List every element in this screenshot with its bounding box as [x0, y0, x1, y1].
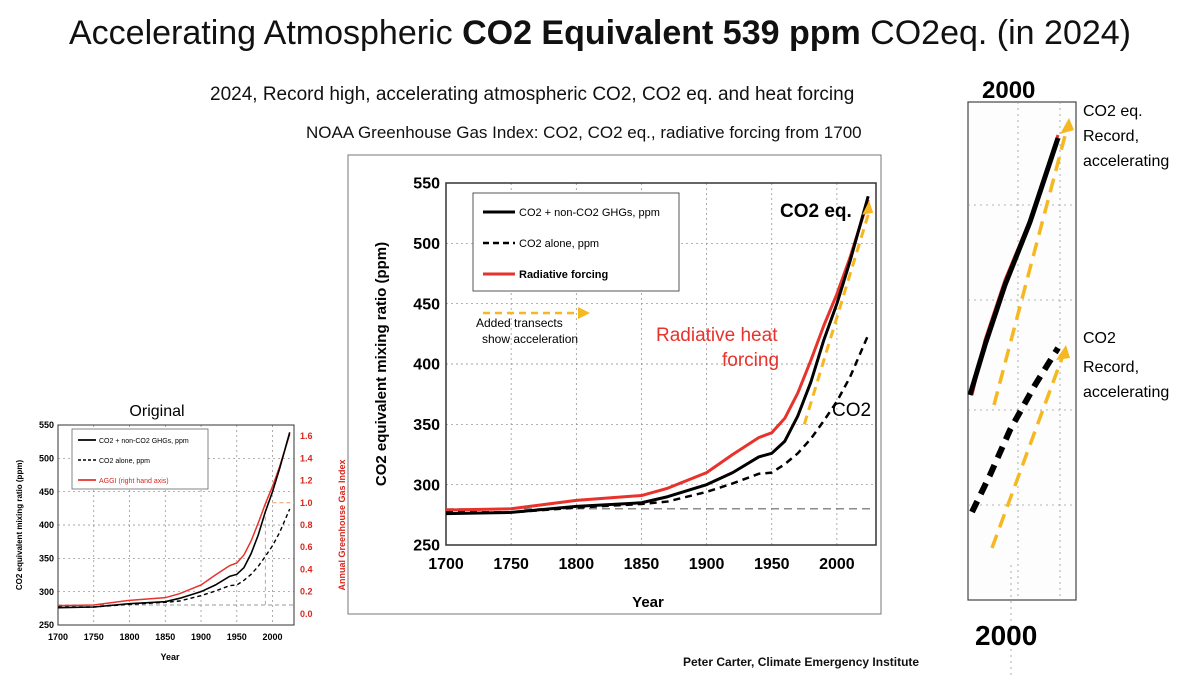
y2-tick-label: 1.6	[300, 431, 313, 441]
subtitle-1: 2024, Record high, accelerating atmosphe…	[210, 84, 855, 105]
y-tick-label: 450	[413, 296, 440, 313]
x-tick-label: 1900	[191, 632, 211, 642]
series-solid	[445, 195, 870, 516]
x-tick-label: 1850	[624, 556, 660, 573]
forcing-annotation-2: forcing	[722, 350, 779, 371]
subtitle-2: NOAA Greenhouse Gas Index: CO2, CO2 eq.,…	[306, 123, 862, 142]
zoom-transect-co2eq-arrow	[1060, 118, 1074, 134]
zoom-co2-1: CO2	[1083, 330, 1116, 347]
y-tick-label: 300	[413, 477, 440, 494]
original-x-axis-label: Year	[160, 652, 180, 662]
x-tick-label: 1750	[493, 556, 529, 573]
y-tick-label: 250	[39, 620, 54, 630]
zoom-co2eq-1: CO2 eq.	[1083, 103, 1143, 120]
x-tick-label: 1800	[119, 632, 139, 642]
co2eq-annotation: CO2 eq.	[780, 201, 852, 222]
y2-tick-label: 0.4	[300, 564, 313, 574]
transect-note-1: Added transects	[476, 316, 563, 330]
y-tick-label: 550	[39, 420, 54, 430]
y-tick-label: 550	[413, 176, 440, 193]
forcing-annotation-1: Radiative heat	[656, 325, 778, 346]
x-tick-label: 1800	[559, 556, 595, 573]
x-tick-label: 1950	[754, 556, 790, 573]
y-tick-label: 350	[413, 417, 440, 434]
series-red	[445, 199, 870, 512]
x-tick-label: 1900	[689, 556, 725, 573]
main-legend: CO2 + non-CO2 GHGs, ppm CO2 alone, ppm R…	[472, 192, 680, 292]
zoom-label-bottom: 2000	[975, 620, 1037, 651]
orig-legend-co2: CO2 alone, ppm	[99, 458, 150, 465]
y2-tick-label: 0.6	[300, 542, 313, 552]
transect-arrowhead	[862, 200, 874, 215]
x-tick-label: 1950	[227, 632, 247, 642]
zoom-transect-co2-arrow	[1056, 345, 1070, 360]
y-tick-label: 350	[39, 553, 54, 563]
main-chart: 1700 1750 1800 1850 1900 1950 2000 250 300 350 400…	[347, 154, 882, 615]
x-tick-label: 1700	[48, 632, 68, 642]
zoom-chart: 2000 2000 CO2 eq. Record, accelerating C…	[967, 77, 1169, 675]
zoom-co2eq-line	[967, 137, 1061, 396]
x-tick-label: 1850	[155, 632, 175, 642]
original-y2-axis-label: Annual Greenhouse Gas Index	[337, 459, 347, 590]
y2-tick-label: 1.4	[300, 453, 313, 463]
transect-legend-arrow	[578, 307, 590, 319]
y-tick-label: 400	[39, 520, 54, 530]
y-tick-label: 300	[39, 587, 54, 597]
x-tick-label: 1750	[84, 632, 104, 642]
y2-tick-label: 1.0	[300, 498, 313, 508]
zoom-transect-co2	[990, 357, 1064, 549]
main-y-axis-label: CO2 equivalent mixing ratio (ppm)	[373, 242, 390, 486]
zoom-co2-3: accelerating	[1083, 384, 1169, 401]
zoom-co2-2: Record,	[1083, 359, 1139, 376]
y-tick-label: 400	[413, 357, 440, 374]
orig-series-dashed	[58, 508, 291, 608]
original-y-axis-label: CO2 equivalent mixing ratio (ppm)	[15, 460, 24, 591]
x-tick-label: 2000	[263, 632, 283, 642]
y2-tick-label: 0.8	[300, 520, 313, 530]
y2-tick-label: 0.2	[300, 587, 313, 597]
y2-tick-label: 1.2	[300, 476, 313, 486]
y-tick-label: 500	[413, 236, 440, 253]
orig-legend-aggi: AGGI (right hand axis)	[99, 478, 169, 485]
y-tick-label: 250	[413, 538, 440, 555]
zoom-label-top: 2000	[982, 77, 1035, 104]
orig-legend-co2eq: CO2 + non-CO2 GHGs, ppm	[99, 438, 189, 445]
transect-line	[802, 214, 870, 425]
y2-tick-label: 0.0	[300, 609, 313, 619]
legend-forcing: Radiative forcing	[519, 269, 608, 281]
zoom-co2-line	[969, 346, 1061, 514]
zoom-co2eq-3: accelerating	[1083, 153, 1169, 170]
original-heading: Original	[129, 403, 184, 420]
orig-series-solid	[57, 432, 291, 609]
zoom-transect-co2eq	[992, 131, 1068, 406]
y-tick-label: 450	[39, 487, 54, 497]
x-tick-label: 1700	[428, 556, 464, 573]
main-plot-area	[445, 182, 877, 546]
original-plot-area	[57, 424, 295, 626]
x-tick-label: 2000	[819, 556, 855, 573]
orig-series-red	[57, 434, 291, 607]
original-legend: CO2 + non-CO2 GHGs, ppm CO2 alone, ppm A…	[71, 428, 209, 490]
y-tick-label: 500	[39, 453, 54, 463]
credit: Peter Carter, Climate Emergency Institut…	[683, 655, 920, 669]
zoom-co2eq-2: Record,	[1083, 128, 1139, 145]
legend-co2: CO2 alone, ppm	[519, 238, 599, 250]
original-chart: Original 1700 1750 1800 1850 1900 1950 2000 250…	[15, 403, 347, 662]
page-title: Accelerating Atmospheric CO2 Equivalent …	[68, 14, 1131, 52]
transect-note-2: show acceleration	[482, 332, 578, 346]
legend-co2eq: CO2 + non-CO2 GHGs, ppm	[519, 207, 660, 219]
co2-annotation: CO2	[832, 400, 871, 421]
main-x-axis-label: Year	[632, 594, 664, 611]
